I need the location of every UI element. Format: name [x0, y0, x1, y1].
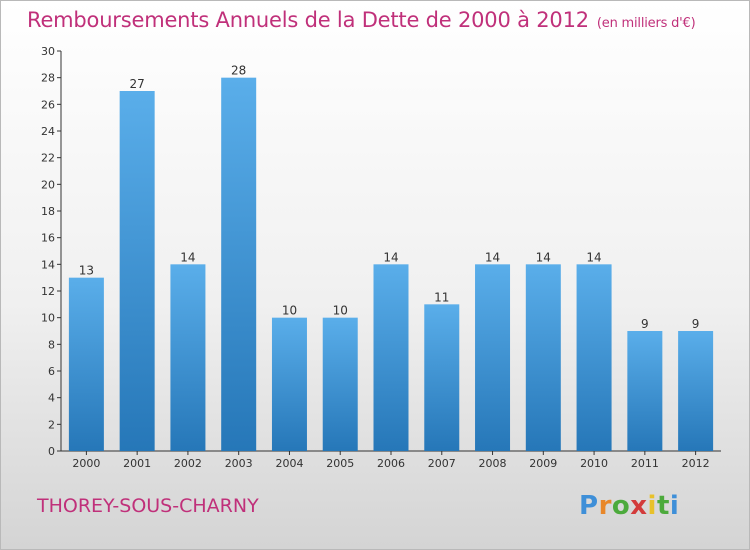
chart-subtitle: (en milliers d'€) [596, 16, 696, 31]
bar-2009 [525, 264, 561, 451]
data-label-2002: 14 [180, 250, 195, 264]
data-label-2004: 10 [282, 304, 297, 318]
bar-2001 [119, 91, 155, 451]
x-tick-label: 2005 [326, 457, 354, 470]
y-tick-label: 28 [41, 72, 55, 85]
x-tick-label: 2003 [225, 457, 253, 470]
logo-letter: i [647, 491, 657, 521]
x-tick-label: 2011 [631, 457, 659, 470]
data-label-2000: 13 [79, 264, 94, 278]
y-tick-label: 2 [48, 418, 55, 431]
y-tick-label: 22 [41, 152, 55, 165]
y-tick-label: 30 [41, 45, 55, 58]
y-tick-label: 8 [48, 338, 55, 351]
bar-2011 [627, 331, 663, 451]
bar-2010 [576, 264, 612, 451]
data-label-2003: 28 [231, 64, 246, 78]
y-tick-label: 4 [48, 392, 55, 405]
logo-letter: r [598, 491, 612, 521]
x-tick-label: 2000 [72, 457, 100, 470]
x-tick-label: 2010 [580, 457, 608, 470]
y-tick-label: 12 [41, 285, 55, 298]
proxiti-logo[interactable]: Proxiti [579, 491, 679, 521]
x-axis: 2000 2001 2002 2003 2004 2005 2006 2007 2008 2009… [61, 450, 721, 470]
y-tick-label: 14 [41, 258, 55, 271]
bar-2012 [678, 331, 714, 451]
data-label-2012: 9 [692, 317, 700, 331]
data-label-2009: 14 [536, 250, 551, 264]
y-tick-label: 24 [41, 125, 55, 138]
data-label-2006: 14 [383, 250, 398, 264]
bar-2006 [373, 264, 409, 451]
y-tick-label: 26 [41, 98, 55, 111]
x-tick-label: 2004 [275, 457, 303, 470]
x-tick-label: 2012 [682, 457, 710, 470]
bar-2005 [322, 317, 358, 451]
bar-2003 [221, 77, 257, 452]
chart-title: Remboursements Annuels de la Dette de 20… [27, 8, 696, 32]
y-tick-label: 20 [41, 178, 55, 191]
x-tick-label: 2006 [377, 457, 405, 470]
bar-2002 [170, 264, 206, 451]
data-label-2001: 27 [130, 77, 145, 91]
bar-2004 [271, 317, 307, 451]
logo-letter: P [579, 491, 599, 521]
x-tick-label: 2002 [174, 457, 202, 470]
x-tick-label: 2008 [479, 457, 507, 470]
bar-2008 [475, 264, 511, 451]
x-tick-label: 2009 [529, 457, 557, 470]
data-label-2008: 14 [485, 250, 500, 264]
x-tick-label: 2007 [428, 457, 456, 470]
logo-letter: i [669, 491, 680, 521]
chart-title-text: Remboursements Annuels de la Dette de 20… [27, 8, 589, 32]
y-tick-label: 6 [48, 365, 55, 378]
y-tick-label: 18 [41, 205, 55, 218]
data-label-2010: 14 [586, 250, 601, 264]
bar-2007 [424, 304, 460, 451]
data-label-2011: 9 [641, 317, 649, 331]
data-labels: 13 27 14 28 10 10 14 11 14 14 14 9 9 [79, 64, 700, 331]
y-tick-label: 16 [41, 232, 55, 245]
y-tick-label: 10 [41, 312, 55, 325]
data-label-2007: 11 [434, 290, 449, 304]
y-tick-label: 0 [48, 445, 55, 458]
bars [68, 77, 714, 452]
logo-letter: o [611, 491, 631, 521]
data-label-2005: 10 [333, 304, 348, 318]
commune-name: THOREY-SOUS-CHARNY [37, 495, 259, 517]
x-tick-label: 2001 [123, 457, 151, 470]
bar-2000 [68, 277, 104, 451]
logo-letter: t [656, 491, 670, 521]
logo-letter: x [630, 491, 648, 521]
